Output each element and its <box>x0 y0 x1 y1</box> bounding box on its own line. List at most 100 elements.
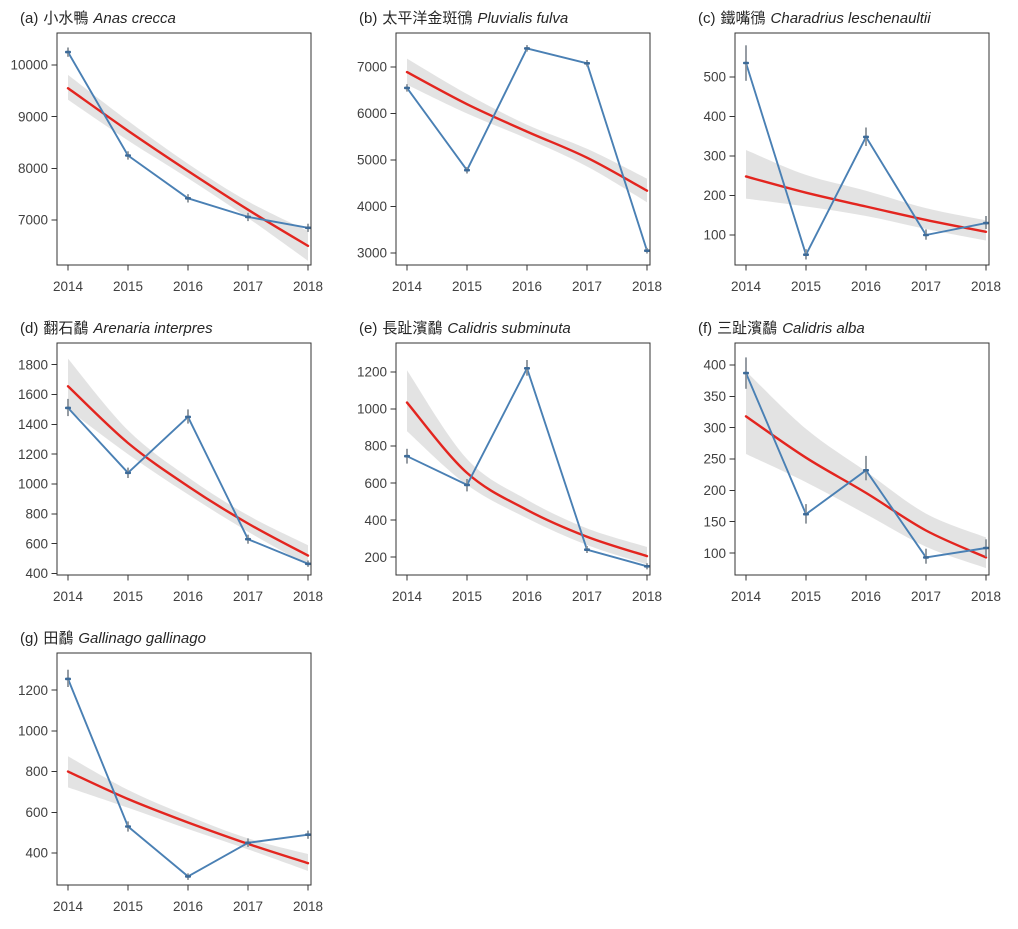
y-tick-label: 500 <box>703 70 726 85</box>
x-tick-label: 2014 <box>392 279 423 294</box>
chart-canvas: 100 150 200 250 300 350 400 2014 2015 2016 2017 201… <box>703 342 1001 604</box>
chart-title: (a) 小水鴨 Anas crecca <box>20 7 176 28</box>
data-point <box>404 86 410 90</box>
y-tick-label: 400 <box>25 566 48 581</box>
chart-canvas: 400 600 800 1000 1200 2014 2015 2016 2017 2018 <box>18 652 323 914</box>
y-tick-label: 350 <box>703 389 726 404</box>
data-point <box>743 61 749 65</box>
y-tick-label: 100 <box>703 228 726 243</box>
data-point <box>464 168 470 172</box>
species-name-zh: 田鷸 <box>43 630 74 647</box>
y-tick-label: 300 <box>703 420 726 435</box>
panel-border <box>56 32 312 266</box>
x-tick-label: 2018 <box>632 589 662 604</box>
panel-border <box>56 342 312 576</box>
panel-border <box>395 342 651 576</box>
data-point <box>125 825 131 828</box>
data-point <box>185 415 191 419</box>
species-name-latin: Calidris alba <box>782 320 865 337</box>
species-name-zh: 翻石鷸 <box>43 320 89 337</box>
data-point <box>803 512 809 516</box>
panel-label: (g) <box>20 630 39 647</box>
species-name-zh: 小水鴨 <box>43 10 89 27</box>
species-name-zh: 三趾濱鷸 <box>717 320 778 337</box>
observed-line <box>406 47 648 251</box>
y-tick-label: 1000 <box>357 402 387 417</box>
x-tick-label: 2018 <box>293 899 323 914</box>
x-tick-label: 2017 <box>233 899 263 914</box>
x-tick-label: 2017 <box>911 589 941 604</box>
panel-label: (d) <box>20 320 39 337</box>
chart-panel-b: (b) 太平洋金斑鴴 Pluvialis fulva 3000 4000 5000 600… <box>339 0 678 310</box>
x-tick-label: 2016 <box>851 589 881 604</box>
chart-title: (f) 三趾濱鷸 Calidris alba <box>698 317 865 338</box>
y-tick-label: 200 <box>703 188 726 203</box>
y-tick-label: 10000 <box>10 58 48 73</box>
y-tick-label: 250 <box>703 452 726 467</box>
y-tick-label: 1800 <box>18 357 48 372</box>
panel-label: (c) <box>698 10 716 27</box>
chart-canvas: 7000 8000 9000 10000 2014 2015 2016 2017 2018 <box>10 32 323 294</box>
panel-border <box>395 32 651 266</box>
data-point <box>644 565 650 568</box>
chart-title: (d) 翻石鷸 Arenaria interpres <box>20 317 213 338</box>
x-tick-label: 2015 <box>113 279 143 294</box>
x-tick-label: 2016 <box>512 279 542 294</box>
data-point <box>245 841 251 845</box>
data-point <box>584 62 590 65</box>
data-point <box>584 548 590 551</box>
trend-line <box>405 401 649 558</box>
data-point <box>983 546 989 550</box>
x-tick-label: 2016 <box>173 589 203 604</box>
y-tick-label: 3000 <box>357 246 387 261</box>
y-tick-label: 400 <box>703 358 726 373</box>
species-name-latin: Anas crecca <box>93 10 176 27</box>
y-tick-label: 400 <box>703 109 726 124</box>
y-tick-label: 200 <box>703 483 726 498</box>
y-tick-label: 600 <box>25 805 48 820</box>
trend-line <box>66 770 310 865</box>
chart-canvas: 3000 4000 5000 6000 7000 2014 2015 2016 2017 2018 <box>357 32 662 294</box>
panel-border <box>56 652 312 886</box>
data-point <box>65 677 71 681</box>
chart-canvas: 100 200 300 400 500 2014 2015 2016 2017 2018 <box>703 32 1001 294</box>
panel-label: (e) <box>359 320 378 337</box>
y-tick-label: 1200 <box>357 365 387 380</box>
chart-title: (e) 長趾濱鷸 Calidris subminuta <box>359 317 571 338</box>
y-tick-label: 200 <box>364 550 387 565</box>
x-tick-label: 2014 <box>731 589 762 604</box>
y-tick-label: 1600 <box>18 387 48 402</box>
confidence-band <box>407 370 647 565</box>
y-tick-label: 6000 <box>357 106 387 121</box>
trend-line <box>66 385 310 557</box>
y-tick-label: 8000 <box>18 161 48 176</box>
data-point <box>524 367 530 370</box>
data-point <box>125 471 131 475</box>
data-point <box>185 875 191 878</box>
x-tick-label: 2018 <box>293 589 323 604</box>
species-name-zh: 長趾濱鷸 <box>382 320 443 337</box>
data-point <box>863 469 869 472</box>
data-point <box>923 233 929 237</box>
chart-panel-g: (g) 田鷸 Gallinago gallinago 400 600 800 1000 12… <box>0 620 339 929</box>
y-tick-label: 7000 <box>357 60 387 75</box>
chart-panel-a: (a) 小水鴨 Anas crecca 7000 8000 9000 10000 2014 2… <box>0 0 339 310</box>
x-tick-label: 2018 <box>632 279 662 294</box>
species-name-latin: Pluvialis fulva <box>477 10 569 27</box>
data-point <box>983 221 989 225</box>
data-point <box>245 537 251 541</box>
x-tick-label: 2014 <box>731 279 762 294</box>
x-tick-label: 2016 <box>851 279 881 294</box>
chart-panel-d: (d) 翻石鷸 Arenaria interpres 400 600 800 1000 12… <box>0 310 339 620</box>
x-tick-label: 2015 <box>791 589 821 604</box>
x-tick-label: 2018 <box>971 279 1001 294</box>
y-tick-label: 1200 <box>18 683 48 698</box>
data-point <box>245 215 251 219</box>
chart-title: (c) 鐵嘴鴴 Charadrius leschenaultii <box>698 7 931 28</box>
x-tick-label: 2016 <box>512 589 542 604</box>
data-point <box>65 406 71 410</box>
confidence-band <box>68 358 308 566</box>
data-point <box>305 833 311 836</box>
x-tick-label: 2017 <box>233 589 263 604</box>
x-tick-label: 2016 <box>173 899 203 914</box>
